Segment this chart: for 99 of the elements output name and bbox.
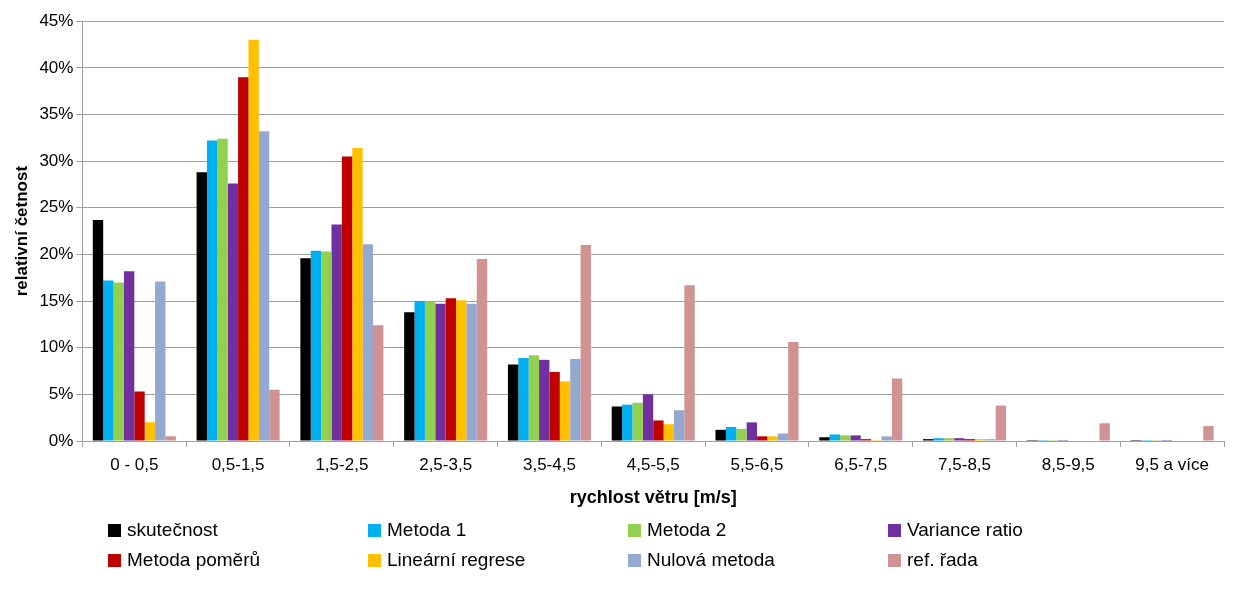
bar	[840, 435, 851, 441]
bar	[352, 148, 363, 441]
legend-label: Lineární regrese	[387, 549, 526, 571]
legend-label: Metoda poměrů	[127, 549, 261, 571]
bar	[238, 77, 249, 441]
y-tick-label: 15%	[39, 290, 74, 310]
x-tick-label: 0,5-1,5	[211, 454, 265, 474]
bar	[424, 302, 436, 441]
bar	[248, 39, 259, 441]
bar	[725, 427, 737, 441]
x-tick-label: 8,5-9,5	[1041, 454, 1095, 474]
legend-label: Metoda 1	[387, 519, 467, 541]
bar	[881, 436, 892, 441]
bar	[196, 172, 207, 441]
bar	[414, 301, 425, 441]
y-tick-label: 45%	[39, 10, 74, 30]
bar	[767, 436, 778, 441]
bar	[373, 325, 384, 441]
bar	[611, 406, 623, 441]
bar	[736, 428, 747, 441]
legend-label: ref. řada	[907, 549, 978, 571]
y-tick-label: 0%	[48, 430, 74, 450]
bar	[1203, 426, 1214, 441]
y-tick-label: 20%	[39, 244, 74, 264]
bar	[995, 405, 1007, 441]
bar	[206, 140, 218, 441]
bar	[673, 410, 685, 441]
bar	[331, 224, 342, 441]
bar	[362, 244, 374, 441]
bar	[155, 281, 166, 441]
bar	[715, 429, 726, 441]
y-tick-label: 25%	[39, 197, 74, 217]
bar	[92, 219, 104, 441]
x-tick-label: 4,5-5,5	[626, 454, 680, 474]
bar	[684, 285, 695, 441]
bar	[144, 422, 156, 441]
x-tick-label: 7,5-8,5	[938, 454, 992, 474]
bar	[435, 303, 446, 441]
bar	[456, 300, 467, 441]
bar	[653, 420, 664, 441]
legend-label: skutečnost	[127, 519, 218, 541]
x-tick-label: 2,5-3,5	[419, 454, 473, 474]
x-tick-label: 3,5-4,5	[522, 454, 576, 474]
bar	[300, 258, 311, 441]
x-tick-label: 1,5-2,5	[315, 454, 369, 474]
bar	[1099, 423, 1110, 441]
legend-label: Nulová metoda	[647, 549, 775, 571]
legend-label: Variance ratio	[907, 519, 1023, 541]
bar	[559, 381, 571, 441]
bar	[165, 436, 176, 441]
bar	[954, 438, 965, 441]
bar	[258, 131, 270, 441]
bar	[549, 371, 560, 441]
bar	[943, 438, 955, 441]
bar	[570, 358, 581, 441]
bar	[134, 391, 145, 441]
bar	[507, 364, 519, 441]
legend-label: Metoda 2	[647, 519, 727, 541]
bar	[663, 424, 674, 441]
bar	[217, 138, 228, 441]
bar	[445, 298, 457, 441]
bar	[580, 245, 591, 441]
y-tick-label: 10%	[39, 337, 74, 357]
bar	[756, 436, 768, 441]
bar	[310, 250, 322, 441]
bar	[933, 438, 944, 441]
y-tick-label: 40%	[39, 57, 74, 77]
bar	[829, 434, 841, 441]
bar	[788, 342, 799, 441]
y-tick-label: 35%	[39, 104, 74, 124]
x-tick-label: 5,5-6,5	[730, 454, 784, 474]
y-tick-label: 30%	[39, 150, 74, 170]
x-tick-label: 0 - 0,5	[110, 454, 159, 474]
bar	[850, 435, 861, 441]
bar	[341, 156, 353, 441]
bar	[321, 251, 332, 441]
y-axis-title: relativní četnost	[11, 165, 31, 297]
bar	[466, 303, 477, 441]
bar	[632, 402, 643, 441]
bar	[404, 312, 415, 441]
x-tick-label: 6,5-7,5	[834, 454, 888, 474]
bar	[777, 433, 789, 441]
bar	[622, 404, 633, 441]
bar	[123, 271, 135, 441]
bar	[113, 282, 124, 441]
bar	[819, 437, 830, 441]
bar	[528, 355, 540, 441]
bar	[746, 422, 757, 441]
bar	[269, 389, 280, 441]
bar	[227, 183, 239, 441]
bar	[518, 357, 529, 441]
y-tick-label: 5%	[48, 384, 74, 404]
bar	[539, 359, 550, 441]
bar	[642, 394, 654, 441]
x-tick-label: 9,5 a více	[1135, 454, 1209, 474]
bar	[103, 280, 114, 441]
x-axis-title: rychlost větru [m/s]	[569, 487, 737, 508]
bar	[891, 378, 903, 441]
bar	[476, 259, 488, 441]
